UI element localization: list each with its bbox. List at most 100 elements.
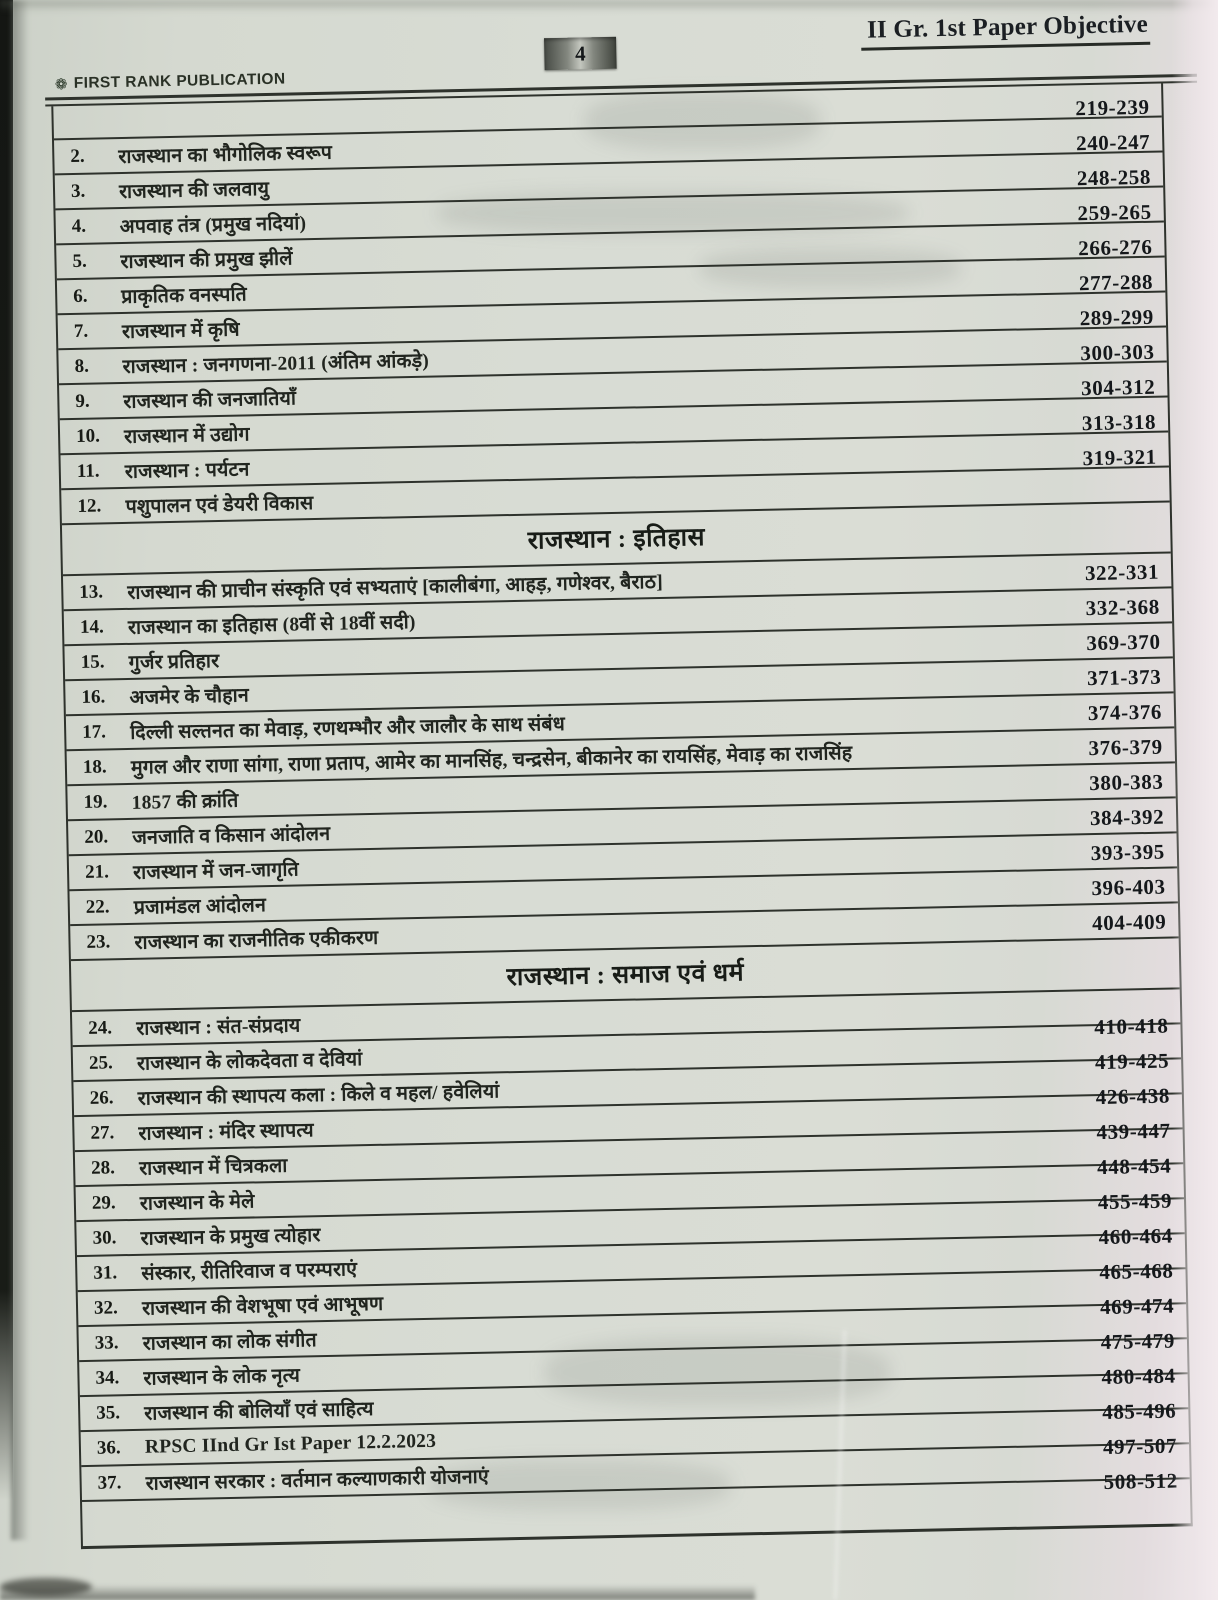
bleed-smudge: [585, 92, 820, 150]
entry-pages: 469-474: [1099, 1293, 1175, 1320]
entry-pages: 393-395: [1090, 839, 1166, 865]
entry-number: 30.: [92, 1226, 117, 1249]
entry-pages: 439-447: [1096, 1118, 1171, 1145]
publisher-name: ❁ FIRST RANK PUBLICATION: [55, 71, 286, 94]
entry-title: राजस्थान का इतिहास (8वीं से 18वीं सदी): [127, 612, 416, 639]
entry-number: 20.: [84, 825, 109, 848]
entry-pages: 277-288: [1078, 269, 1154, 296]
publisher-flower-logo-icon: ❁: [54, 75, 68, 93]
entry-title: जनजाति व किसान आंदोलन: [132, 823, 331, 849]
entry-pages: 240-247: [1075, 129, 1151, 156]
entry-number: 15.: [80, 650, 105, 673]
entry-number: 34.: [95, 1366, 120, 1389]
entry-title: अजमेर के चौहान: [129, 685, 250, 709]
entry-title: राजस्थान : पर्यटन: [124, 459, 250, 483]
entry-pages: 300-303: [1080, 339, 1155, 366]
entry-pages: 266-276: [1077, 234, 1153, 261]
entry-number: 29.: [91, 1191, 116, 1214]
entry-pages: 384-392: [1089, 804, 1165, 830]
entry-pages: 219-239: [1075, 94, 1150, 121]
publisher-label: FIRST RANK PUBLICATION: [73, 70, 286, 92]
entry-number: 25.: [88, 1051, 113, 1074]
entry-title: गुर्जर प्रतिहार: [128, 651, 220, 674]
entry-pages: 455-459: [1097, 1188, 1173, 1215]
entry-pages: 475-479: [1100, 1328, 1176, 1355]
entry-title: राजस्थान में कृषि: [121, 319, 240, 343]
entry-number: 37.: [97, 1471, 122, 1494]
entry-number: 22.: [85, 895, 110, 918]
left-edge-shadow: [11, 0, 29, 1540]
bleed-smudge: [430, 1460, 730, 1510]
entry-pages: 404-409: [1091, 909, 1167, 935]
entry-title: राजस्थान के प्रमुख त्योहार: [140, 1225, 321, 1250]
entry-title: राजस्थान का भौगोलिक स्वरूप: [118, 142, 333, 169]
entry-number: 2.: [70, 145, 85, 167]
entry-number: 17.: [81, 720, 107, 743]
entry-title: राजस्थान की जनजातियाँ: [123, 388, 297, 413]
entry-title: राजस्थान : मंदिर स्थापत्य: [138, 1120, 315, 1145]
entry-pages: 322-331: [1084, 559, 1160, 585]
entry-title: पशुपालन एवं डेयरी विकास: [125, 493, 314, 518]
book-header-title: II Gr. 1st Paper Objective: [860, 10, 1151, 51]
entry-number: 19.: [83, 790, 108, 813]
entry-title: राजस्थान का राजनीतिक एकीकरण: [134, 927, 379, 954]
entry-title: राजस्थान की जलवायु: [118, 178, 270, 204]
entry-number: 33.: [94, 1331, 119, 1354]
entry-number: 4.: [71, 215, 87, 237]
entry-number: 32.: [93, 1296, 119, 1319]
entry-title: प्रजामंडल आंदोलन: [133, 895, 267, 919]
entry-pages: 448-454: [1096, 1153, 1172, 1180]
top-edge-shadow: [0, 0, 1218, 12]
right-page-edge: [1172, 0, 1218, 1600]
entry-number: 3.: [70, 180, 86, 202]
page-number: 4: [574, 40, 586, 66]
entry-pages: 313-318: [1081, 409, 1157, 436]
entry-number: 14.: [79, 615, 104, 638]
table-of-contents: 2. राजस्थान का भौगोलिक स्वरूप 219-239 3. राज…: [51, 83, 1193, 1550]
entry-pages: 332-368: [1085, 594, 1161, 620]
entry-number: 23.: [86, 930, 111, 953]
entry-number: 7.: [73, 320, 89, 342]
entry-title: राजस्थान की स्थापत्य कला : किले व महल/ ह…: [137, 1081, 500, 1110]
entry-pages: 380-383: [1089, 769, 1164, 795]
entry-pages: 369-370: [1086, 629, 1161, 655]
entry-number: 5.: [72, 250, 87, 272]
bleed-smudge: [545, 1338, 890, 1406]
entry-title: राजस्थान के मेले: [139, 1191, 255, 1215]
entry-pages: 248-258: [1076, 164, 1152, 191]
entry-title: राजस्थान की बोलियाँ एवं साहित्य: [144, 1399, 374, 1425]
entry-number: 35.: [96, 1401, 121, 1424]
entry-pages: 410-418: [1094, 1013, 1169, 1040]
entry-title: संस्कार, रीतिरिवाज व परम्पराएं: [141, 1259, 358, 1285]
entry-number: 27.: [90, 1121, 115, 1144]
entry-title: राजस्थान : जनगणना-2011 (अंतिम आंकड़े): [122, 350, 430, 378]
entry-title: अपवाह तंत्र (प्रमुख नदियां): [119, 213, 307, 239]
entry-number: 12.: [77, 494, 102, 517]
entry-pages: 371-373: [1086, 664, 1162, 690]
bottom-edge-shadow: [0, 1585, 756, 1600]
page-number-box: 4: [544, 36, 617, 71]
bottom-corner-shadow: [0, 1578, 92, 1596]
entry-pages: 304-312: [1080, 374, 1156, 401]
entry-number: 10.: [75, 424, 101, 447]
entry-number: 6.: [72, 285, 88, 307]
entry-title: प्राकृतिक वनस्पति: [121, 284, 248, 308]
entry-number: 18.: [82, 755, 107, 778]
entry-title: राजस्थान के लोक नृत्य: [143, 1365, 301, 1390]
entry-pages: 419-425: [1094, 1048, 1170, 1075]
entry-pages: 289-299: [1079, 304, 1155, 331]
entry-pages: 465-468: [1099, 1258, 1174, 1285]
entry-title: राजस्थान के लोकदेवता व देवियां: [136, 1049, 363, 1075]
entry-number: 13.: [79, 580, 104, 603]
entry-number: 24.: [88, 1016, 113, 1039]
entry-title: राजस्थान की प्रमुख झीलें: [120, 248, 293, 274]
entry-title: 1857 की क्रांति: [131, 790, 239, 814]
entry-title: RPSC IInd Gr Ist Paper 12.2.2023: [144, 1430, 437, 1458]
entry-title: राजस्थान में उद्योग: [123, 424, 250, 448]
entry-number: 16.: [81, 685, 106, 708]
entry-number: 21.: [84, 860, 110, 883]
entry-pages: 497-507: [1102, 1433, 1178, 1460]
entry-number: 9.: [75, 390, 90, 412]
entry-pages: 319-321: [1082, 444, 1158, 471]
